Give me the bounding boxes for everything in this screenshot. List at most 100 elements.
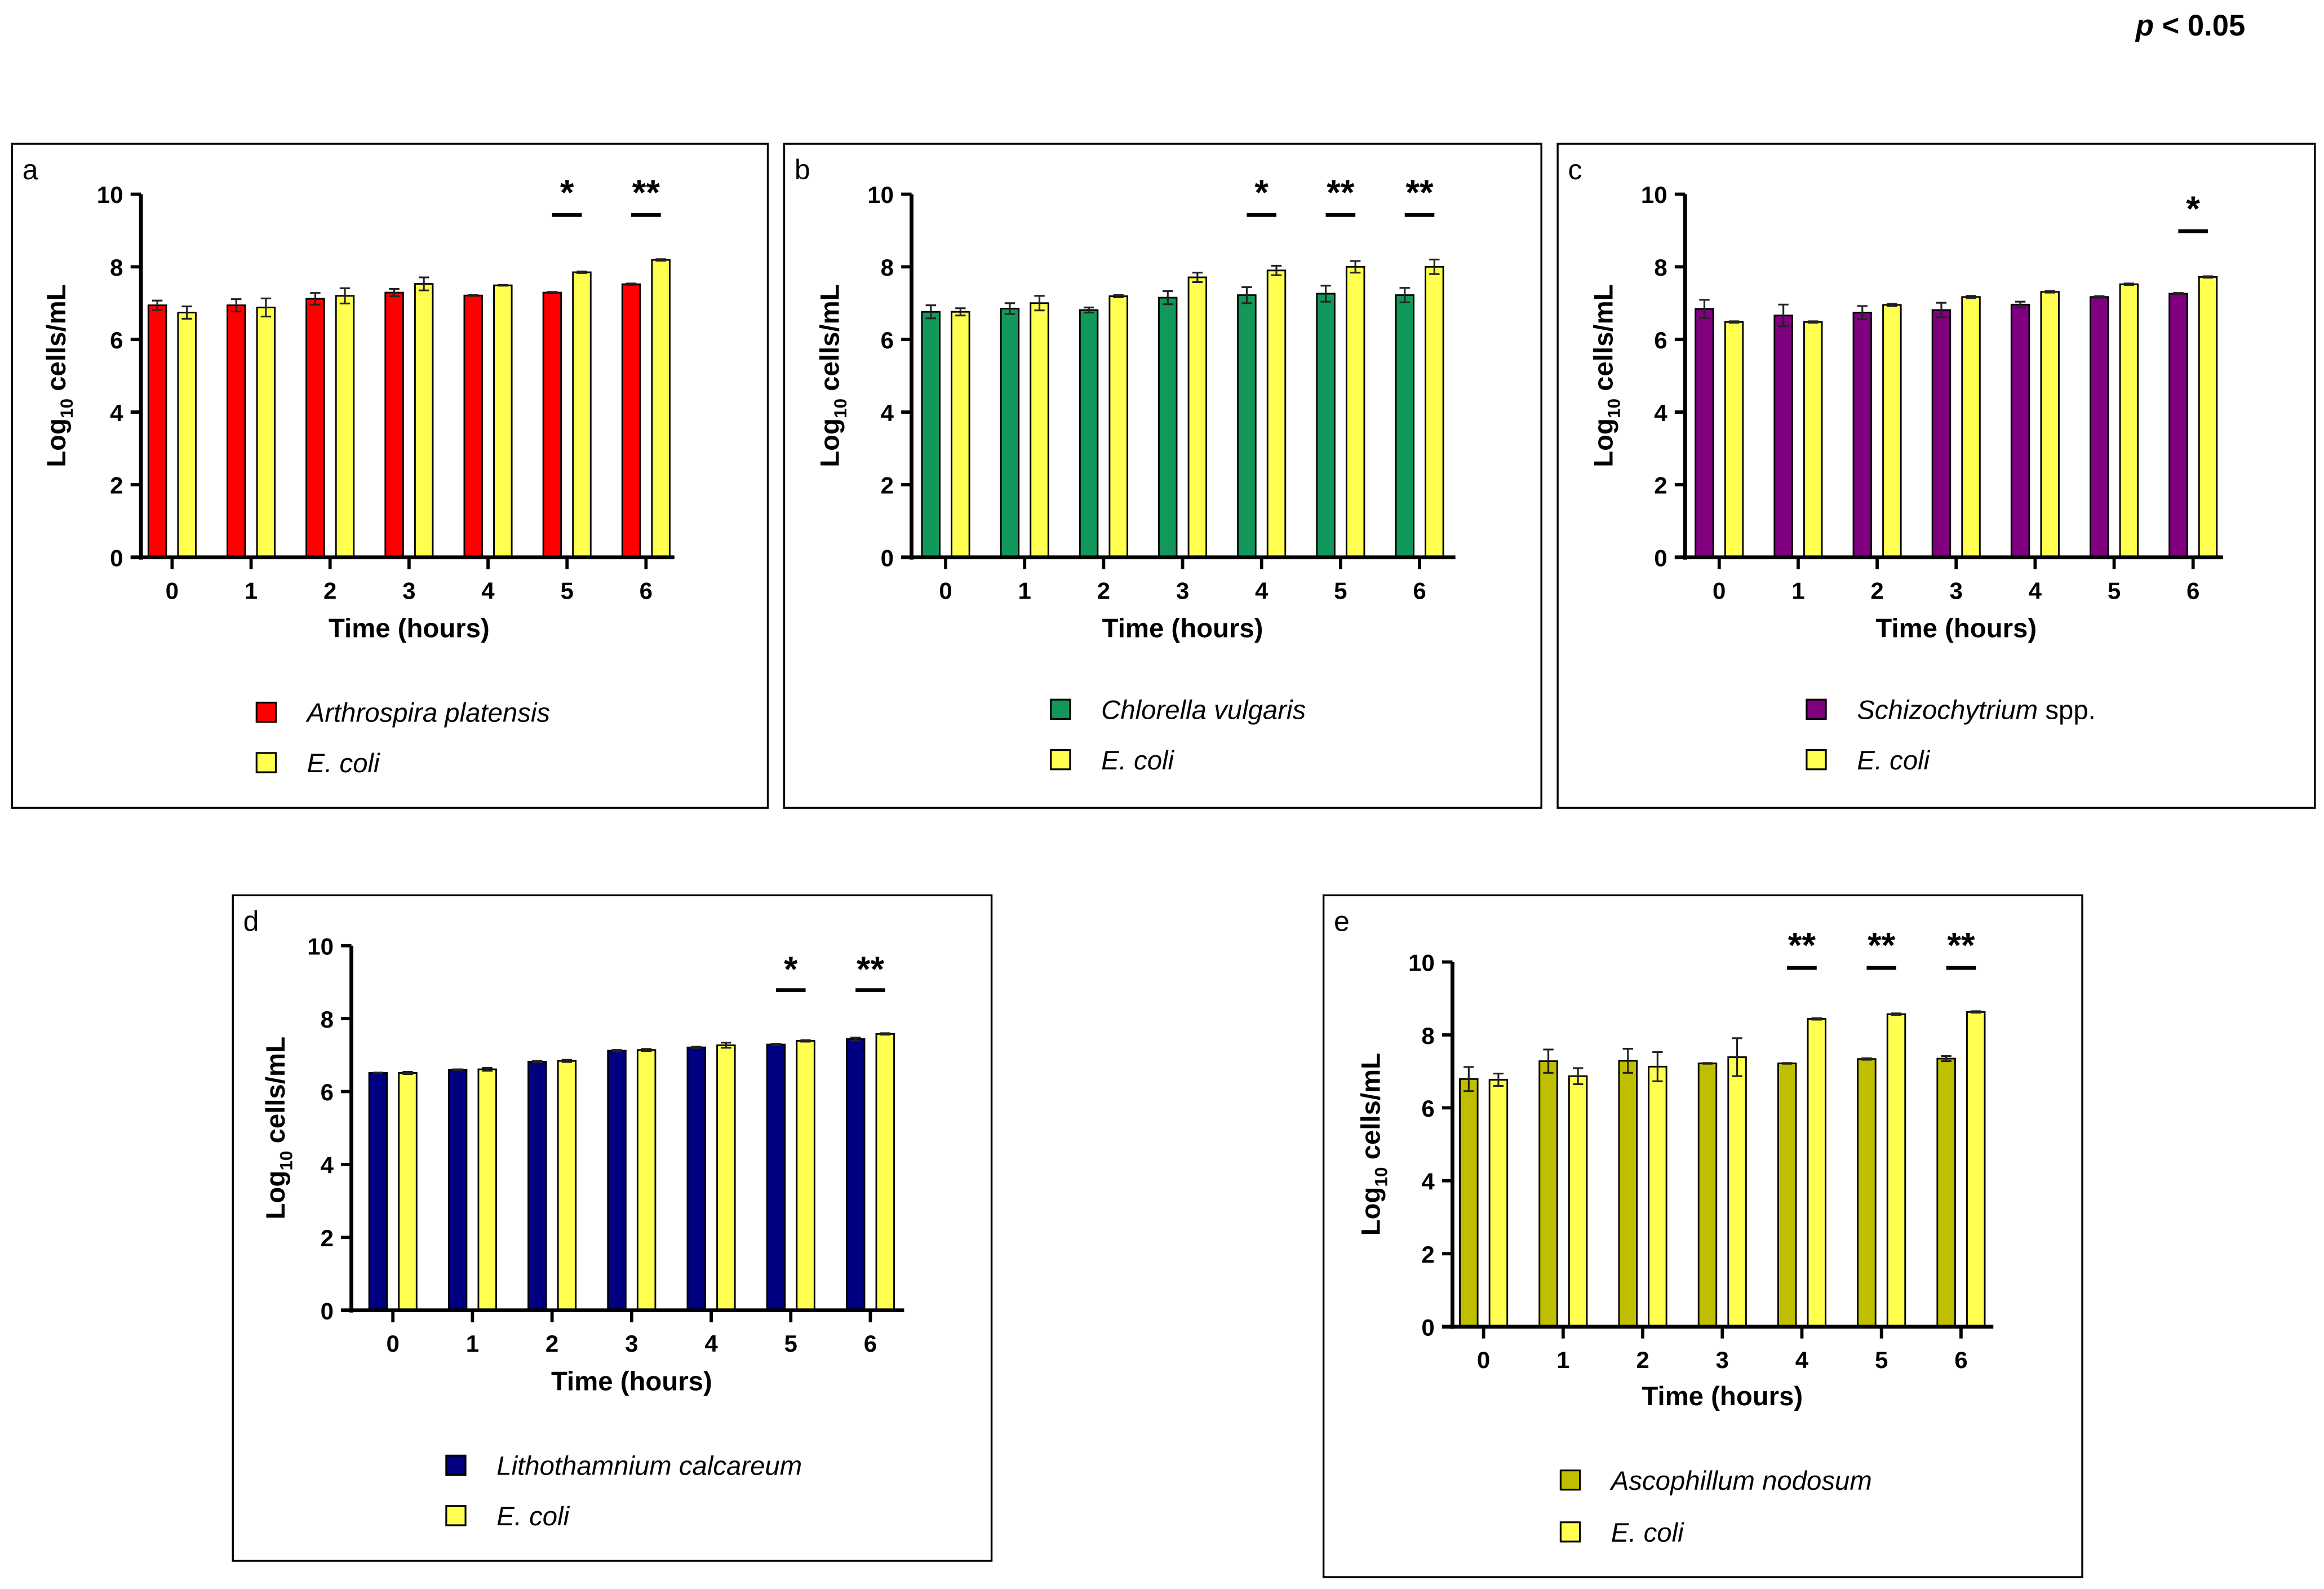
panel-frame: [783, 143, 1542, 809]
x-tick-label: 6: [2186, 577, 2199, 604]
error-bar: [850, 1037, 861, 1042]
legend-swatch: [1559, 1470, 1581, 1491]
significance-marker: **: [1868, 926, 1896, 966]
error-bar: [152, 299, 163, 311]
error-bar: [721, 1042, 731, 1049]
x-tick-label: 4: [1255, 577, 1269, 604]
legend-swatch: [445, 1454, 467, 1476]
significance-marker: *: [2186, 189, 2200, 229]
bar-d-s0-t4: [686, 1046, 706, 1312]
bar-d-s0-t5: [766, 1043, 786, 1312]
bar-a-s0-t1: [227, 304, 246, 559]
error-bar: [1887, 303, 1897, 307]
error-bar: [770, 1043, 782, 1046]
bar-e-s0-t5: [1857, 1058, 1877, 1327]
y-tick-label: 0: [1654, 545, 1667, 572]
significance-marker: **: [857, 950, 885, 989]
significance-marker: *: [784, 950, 798, 989]
y-axis-title: Log10 cells/mL: [1589, 284, 1624, 467]
x-tick-label: 2: [323, 577, 336, 604]
bar-e-s0-t6: [1936, 1057, 1956, 1327]
y-tick-label: 10: [307, 933, 334, 960]
error-bar: [1350, 260, 1361, 274]
bar-d-s1-t1: [477, 1068, 497, 1312]
panel-a: a 0 2 4 6 8 10 0 1 2 3 4 5 6 Time (hours) Log10 cells/m…: [11, 143, 769, 809]
y-tick-label: 8: [110, 254, 123, 281]
error-bar: [1034, 295, 1045, 312]
error-bar: [1463, 1066, 1474, 1092]
x-tick-label: 3: [402, 577, 415, 604]
bar-d-s1-t0: [398, 1072, 418, 1312]
significance-marker: **: [1405, 173, 1434, 213]
x-axis-title: Time (hours): [1875, 614, 2037, 644]
error-bar: [1891, 1012, 1902, 1016]
error-bar: [1192, 272, 1203, 283]
panel-frame: [11, 143, 769, 809]
bar-e-s0-t1: [1538, 1060, 1558, 1327]
x-tick-label: 2: [545, 1330, 558, 1357]
bar-b-s1-t3: [1187, 276, 1208, 559]
error-bar: [1241, 286, 1252, 304]
x-tick-label: 1: [1556, 1347, 1569, 1373]
error-bar: [1163, 290, 1173, 306]
error-bar: [1699, 299, 1710, 319]
error-bar: [482, 1066, 493, 1072]
bar-c-s0-t2: [1852, 312, 1873, 559]
error-bar: [576, 271, 587, 274]
error-bar: [2015, 300, 2026, 309]
x-tick-label: 3: [1950, 577, 1963, 604]
bar-b-s0-t2: [1079, 309, 1099, 559]
bar-a-s1-t3: [414, 283, 434, 559]
bar-a-s1-t2: [335, 295, 355, 559]
error-bar: [655, 258, 666, 262]
bar-e-s1-t4: [1807, 1018, 1827, 1327]
y-tick-label: 10: [1408, 949, 1435, 976]
error-bar: [641, 1048, 652, 1052]
bar-c-s0-t1: [1773, 315, 1793, 559]
x-tick-label: 5: [560, 577, 573, 604]
x-tick-label: 5: [1334, 577, 1347, 604]
legend-label: Chlorella vulgaris: [1101, 695, 1306, 725]
y-tick-label: 10: [97, 182, 123, 208]
error-bar: [498, 284, 508, 287]
bar-b-s0-t5: [1316, 293, 1336, 559]
error-bar: [1572, 1067, 1584, 1085]
x-axis-title: Time (hours): [1102, 614, 1263, 644]
x-tick-label: 1: [245, 577, 258, 604]
x-tick-label: 5: [2108, 577, 2121, 604]
bar-b-s0-t0: [921, 311, 941, 559]
error-bar: [1652, 1051, 1663, 1082]
panel-frame: [1322, 894, 2083, 1578]
bar-d-s1-t3: [636, 1049, 657, 1312]
bar-c-s0-t0: [1695, 308, 1714, 559]
y-tick-label: 10: [1641, 182, 1667, 208]
panel-e: e 0 2 4 6 8 10 0 1 2 3 4 5 6 Time (hours) Log10 cells/m…: [1322, 894, 2083, 1578]
x-tick-label: 4: [2029, 577, 2042, 604]
significance-marker: **: [632, 173, 660, 213]
bar-a-s0-t3: [384, 291, 404, 559]
y-tick-label: 10: [867, 182, 894, 208]
bar-a-s0-t0: [147, 304, 167, 559]
bar-a-s1-t4: [493, 284, 513, 559]
error-bar: [1543, 1048, 1554, 1074]
bar-e-s0-t4: [1777, 1063, 1797, 1327]
panel-frame: [232, 894, 993, 1562]
y-tick-label: 6: [881, 327, 894, 353]
y-tick-label: 8: [1654, 254, 1667, 281]
error-bar: [1811, 1017, 1822, 1021]
y-tick-label: 0: [110, 545, 123, 572]
x-axis-title: Time (hours): [329, 614, 490, 644]
x-tick-label: 3: [625, 1330, 638, 1357]
legend-swatch: [1050, 749, 1071, 771]
x-tick-label: 6: [640, 577, 653, 604]
error-bar: [1493, 1073, 1504, 1087]
bar-d-s1-t4: [716, 1044, 736, 1312]
bar-d-s1-t6: [875, 1033, 895, 1312]
legend-label: E. coli: [1857, 746, 1930, 776]
bar-b-s1-t2: [1108, 295, 1128, 559]
y-tick-label: 2: [881, 472, 894, 499]
bar-c-s1-t2: [1882, 304, 1902, 559]
legend-label: Ascophillum nodosum: [1609, 1466, 1872, 1496]
x-tick-label: 2: [1636, 1347, 1649, 1373]
bar-c-s0-t6: [2168, 293, 2188, 559]
